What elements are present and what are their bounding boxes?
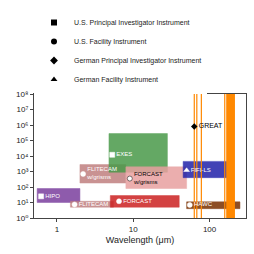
svg-text:EXES: EXES xyxy=(116,151,132,157)
svg-text:10⁴: 10⁴ xyxy=(16,152,29,161)
svg-text:100: 100 xyxy=(203,225,217,234)
svg-text:HAWC: HAWC xyxy=(194,201,213,207)
svg-text:German Principal Investigator: German Principal Investigator Instrument xyxy=(74,57,201,65)
svg-text:10³: 10³ xyxy=(17,167,29,176)
svg-text:FLITECAM: FLITECAM xyxy=(79,201,109,207)
svg-text:10²: 10² xyxy=(17,183,29,192)
svg-text:10⁷: 10⁷ xyxy=(17,105,29,114)
svg-text:FLITECAMw/grisms: FLITECAMw/grisms xyxy=(86,167,117,181)
svg-text:U.S. Principal Investigator In: U.S. Principal Investigator Instrument xyxy=(74,19,190,27)
svg-text:FORCASTw/grisms: FORCASTw/grisms xyxy=(133,171,163,185)
svg-text:10⁰: 10⁰ xyxy=(16,214,28,223)
svg-text:10⁶: 10⁶ xyxy=(16,121,28,130)
svg-text:10⁵: 10⁵ xyxy=(16,136,28,145)
svg-text:Wavelength (μm): Wavelength (μm) xyxy=(106,235,174,245)
svg-text:10⁸: 10⁸ xyxy=(16,90,28,99)
svg-text:HIPO: HIPO xyxy=(45,193,60,199)
svg-text:GREAT: GREAT xyxy=(199,122,223,129)
svg-text:1: 1 xyxy=(55,225,60,234)
svg-text:U.S. Facility Instrument: U.S. Facility Instrument xyxy=(74,38,146,46)
svg-text:10: 10 xyxy=(129,225,138,234)
svg-text:FORCAST: FORCAST xyxy=(123,198,152,204)
svg-text:FIFI-LS: FIFI-LS xyxy=(191,167,211,173)
svg-text:German Facility Instrument: German Facility Instrument xyxy=(74,76,158,84)
svg-text:10¹: 10¹ xyxy=(17,198,29,207)
